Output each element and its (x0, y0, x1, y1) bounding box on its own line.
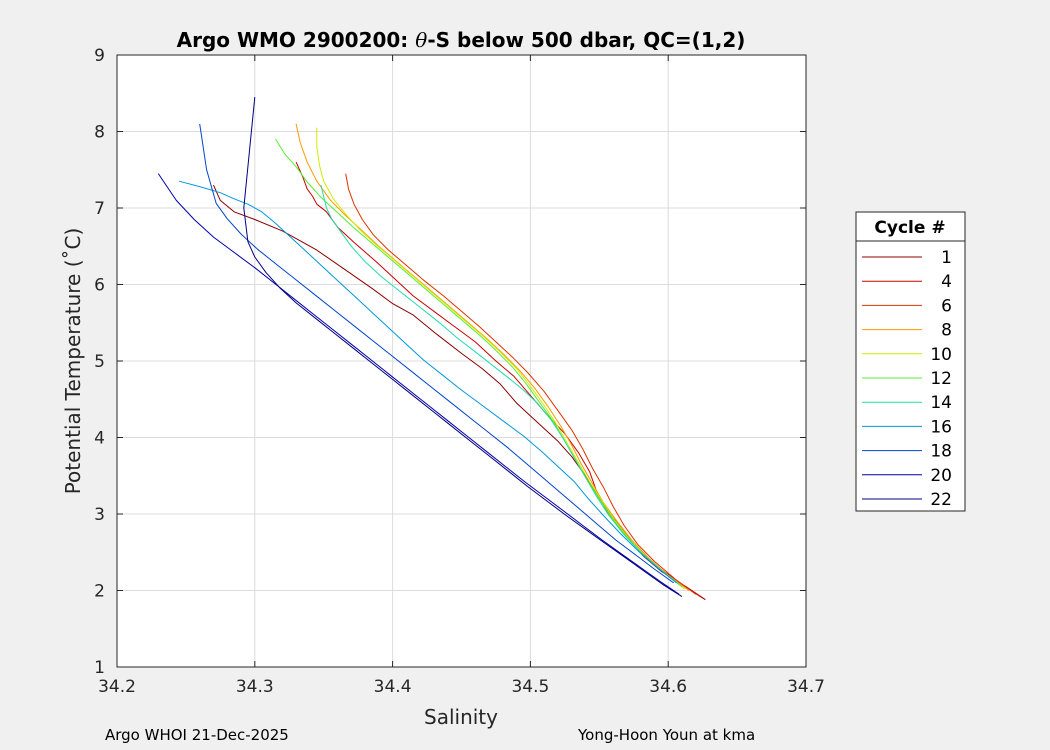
legend-box (855, 211, 966, 512)
y-tick-label: 5 (94, 352, 105, 372)
legend-label-cycle-12: 12 (930, 369, 952, 389)
series-line-cycle-18 (199, 123, 674, 584)
x-tick-label: 34.2 (98, 677, 136, 697)
y-tick-label: 1 (94, 658, 105, 678)
series-line-cycle-22 (243, 97, 683, 598)
title-prefix: Argo WMO 2900200: (177, 28, 416, 52)
series-line-cycle-16 (178, 180, 677, 584)
y-axis-label: Potential Temperature (˚C) (61, 228, 85, 495)
x-tick-label: 34.7 (787, 677, 825, 697)
y-tick-label: 4 (94, 429, 105, 449)
chart-title: Argo WMO 2900200: θ-S below 500 dbar, QC… (177, 28, 746, 52)
y-tick-label: 7 (94, 199, 105, 219)
y-tick-label: 8 (94, 123, 105, 143)
series-line-cycle-8 (295, 123, 690, 591)
title-suffix: -S below 500 dbar, QC=(1,2) (427, 28, 745, 52)
series-line-cycle-12 (275, 138, 683, 588)
x-axis-label: Salinity (424, 705, 498, 729)
legend-label-cycle-10: 10 (930, 345, 952, 365)
series-line-cycle-14 (320, 184, 680, 585)
x-tick-label: 34.3 (236, 677, 274, 697)
series-line-cycle-6 (345, 173, 697, 595)
y-tick-label: 3 (94, 505, 105, 525)
legend-label-cycle-4: 4 (941, 272, 952, 292)
y-tick-label: 6 (94, 276, 105, 296)
legend-label-cycle-18: 18 (930, 442, 952, 462)
footer-left: Argo WHOI 21-Dec-2025 (105, 726, 289, 744)
series-line-cycle-20 (157, 173, 680, 595)
series-layer (157, 97, 706, 601)
legend-label-cycle-1: 1 (941, 248, 952, 268)
x-tick-label: 34.6 (649, 677, 687, 697)
legend-label-cycle-14: 14 (930, 393, 952, 413)
y-tick-label: 2 (94, 582, 105, 602)
y-tick-label: 9 (94, 46, 105, 66)
legend-label-cycle-6: 6 (941, 296, 952, 316)
legend-label-cycle-16: 16 (930, 417, 952, 437)
series-line-cycle-10 (316, 127, 686, 590)
title-theta-symbol: θ (415, 28, 427, 52)
legend-label-cycle-8: 8 (941, 321, 952, 341)
footer-right: Yong-Hoon Youn at kma (577, 726, 755, 744)
grid (117, 55, 806, 667)
legend-title: Cycle # (874, 218, 945, 238)
ticks: 34.2 34.3 34.4 34.5 34.6 34.7 1 2 3 4 5 6 7 8 9 (94, 46, 825, 697)
x-tick-label: 34.5 (511, 677, 549, 697)
x-tick-label: 34.4 (374, 677, 412, 697)
legend-label-cycle-22: 22 (930, 490, 952, 510)
legend-label-cycle-20: 20 (930, 466, 952, 486)
